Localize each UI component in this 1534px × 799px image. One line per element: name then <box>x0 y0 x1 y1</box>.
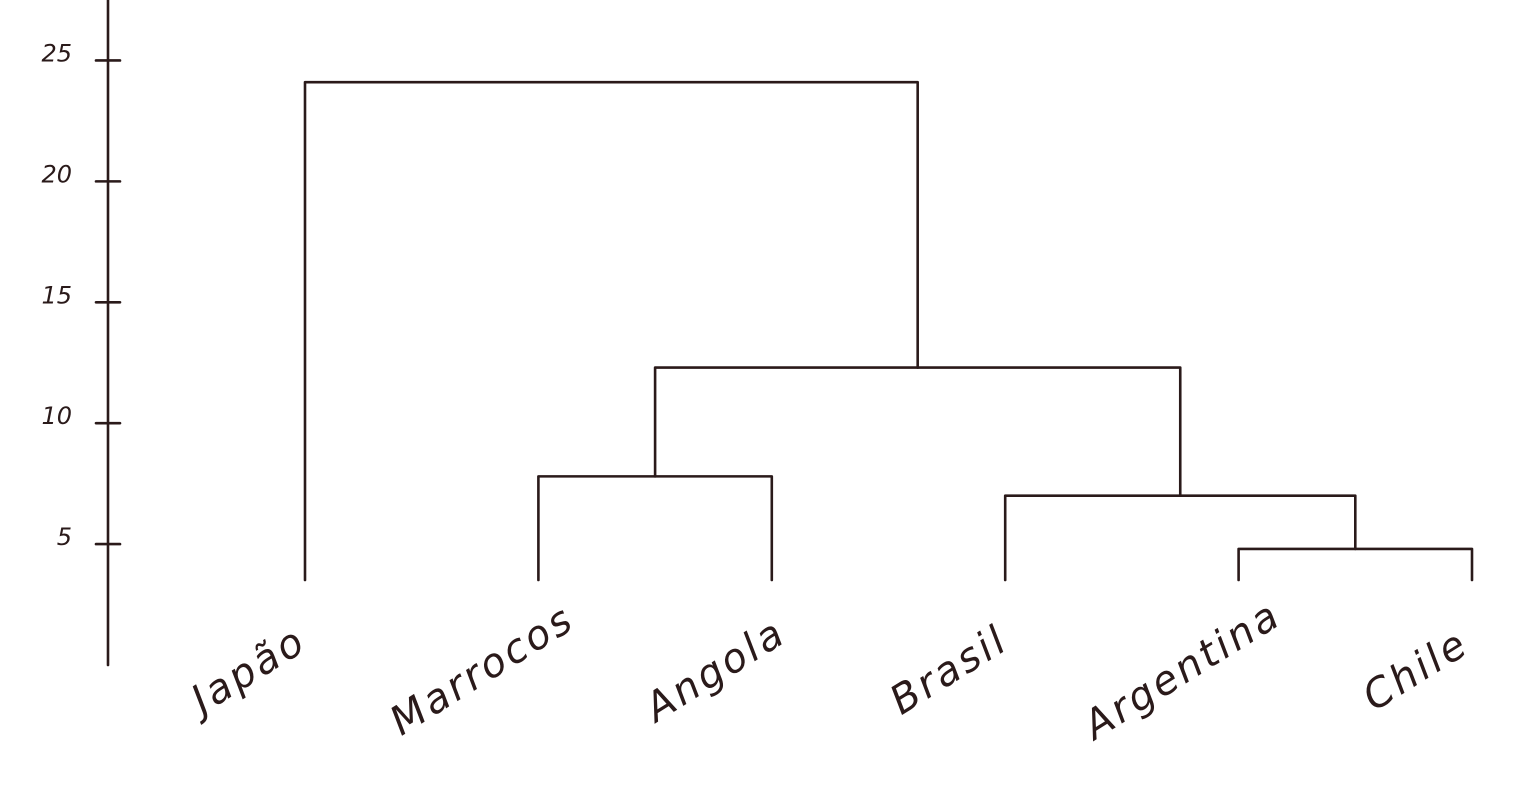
leaf-label: Brasil <box>882 616 1016 724</box>
merge-link <box>1003 494 1357 582</box>
y-tick-label: 20 <box>41 160 72 188</box>
leaf-label: Chile <box>1355 620 1477 720</box>
y-tick-label: 10 <box>41 402 72 430</box>
merge-link <box>1237 547 1474 582</box>
leaf-label: Marrocos <box>382 596 583 745</box>
merge-link <box>303 80 919 582</box>
leaf-label: Angola <box>635 609 794 732</box>
y-tick-label: 25 <box>41 39 72 67</box>
merge-link <box>537 475 774 582</box>
y-tick-label: 15 <box>41 281 72 309</box>
y-tick-label: 5 <box>57 523 72 551</box>
leaf-label: Argentina <box>1073 592 1289 751</box>
leaf-label: Japão <box>178 617 315 726</box>
